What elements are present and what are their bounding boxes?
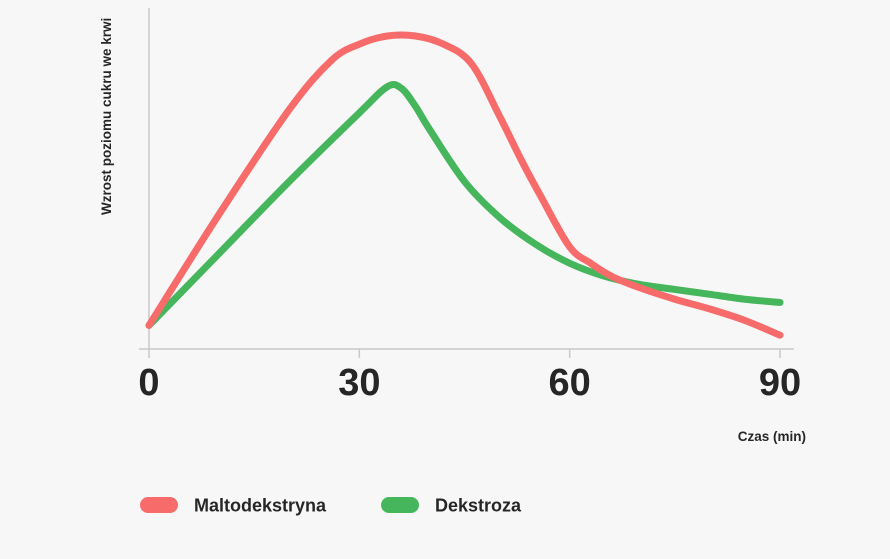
legend-swatch-maltodekstryna (140, 497, 178, 513)
y-axis-title: Wzrost poziomu cukru we krwi (99, 18, 114, 215)
legend-label-maltodekstryna: Maltodekstryna (194, 496, 327, 516)
series-layer (145, 31, 784, 339)
legend-swatch-dekstroza (381, 497, 419, 513)
legend-label-dekstroza: Dekstroza (435, 496, 522, 516)
series-line-dekstroza (145, 81, 784, 329)
x-tick-label: 90 (759, 362, 801, 404)
x-tick-label: 30 (338, 362, 380, 404)
axes (139, 8, 794, 350)
series-line-maltodekstryna (145, 31, 784, 339)
x-tick-label: 60 (549, 362, 591, 404)
x-ticks: 0 30 60 90 (138, 349, 801, 404)
x-tick-label: 0 (138, 362, 159, 404)
legend: Maltodekstryna Dekstroza (140, 496, 522, 516)
x-axis-title: Czas (min) (738, 429, 806, 444)
